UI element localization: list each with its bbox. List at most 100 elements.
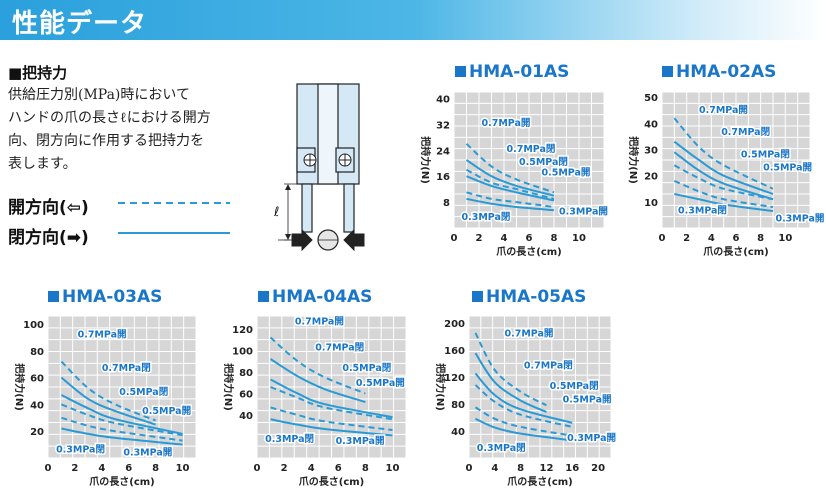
title-square <box>48 291 59 302</box>
y-tick-label: 80 <box>451 400 465 411</box>
x-tick-label: 8 <box>757 233 764 244</box>
series-label: 0.5MPa開 <box>563 394 612 406</box>
series-label: 0.5MPa閉 <box>550 380 599 392</box>
x-tick-label: 2 <box>71 463 78 474</box>
series-line <box>270 418 393 437</box>
x-tick-label: 2 <box>281 463 288 474</box>
series-label: 0.5MPa閉 <box>741 148 790 160</box>
x-axis-label: 爪の長さ(cm) <box>703 246 769 258</box>
chart-title-text: HMA-01AS <box>469 62 570 82</box>
series-label: 0.3MPa開 <box>559 205 608 217</box>
series-label: 0.3MPa開 <box>336 435 385 447</box>
legend-open-label: 開方向(⇦) <box>8 198 89 218</box>
y-tick-label: 40 <box>436 94 450 105</box>
y-tick-label: 32 <box>436 120 450 131</box>
y-tick-label: 100 <box>232 346 253 357</box>
length-label: ℓ <box>273 205 279 220</box>
series-line <box>60 376 156 426</box>
y-tick-label: 60 <box>30 374 44 385</box>
x-tick-label: 20 <box>591 463 605 474</box>
series-line <box>465 159 555 197</box>
series-label: 0.7MPa開 <box>699 104 748 116</box>
series-label: 0.7MPa閉 <box>102 362 151 374</box>
series-line <box>466 197 555 212</box>
y-tick-label: 40 <box>644 119 658 130</box>
title-square <box>258 291 269 302</box>
x-tick-label: 0 <box>466 463 473 474</box>
y-tick-label: 24 <box>436 146 450 157</box>
series-line <box>270 378 393 419</box>
chart-title-hma04: HMA-04AS <box>258 287 372 307</box>
title-square <box>472 291 483 302</box>
x-tick-label: 10 <box>176 463 190 474</box>
legend-close-label: 閉方向(➡) <box>8 228 89 248</box>
series-label: 0.5MPa閉 <box>119 386 168 398</box>
y-tick-label: 40 <box>451 427 465 438</box>
chart-hma02: 0 2 4 6 8 10 10 20 30 40 50 爪の長さ(cm) 把持力(N) 0.7MPa開 0.… <box>627 91 824 258</box>
x-tick-label: 4 <box>491 463 498 474</box>
series-line <box>673 151 774 201</box>
series-label: 0.3MPa閉 <box>462 211 511 223</box>
series-line <box>466 175 555 202</box>
y-tick-label: 200 <box>444 319 465 330</box>
title-square <box>662 66 673 77</box>
x-tick-label: 12 <box>539 463 553 474</box>
x-tick-label: 16 <box>565 463 579 474</box>
chart-title-hma03: HMA-03AS <box>48 287 162 307</box>
desc-line: 供給圧力別(MPa)時において <box>8 87 190 103</box>
series-label: 0.7MPa閉 <box>315 341 364 353</box>
series-line <box>474 332 547 407</box>
desc-line: ハンドの爪の長さℓにおける開方 <box>8 110 211 126</box>
series-label: 0.5MPa開 <box>356 377 405 389</box>
x-axis-label: 爪の長さ(cm) <box>507 476 573 488</box>
series-label: 0.3MPa閉 <box>477 442 526 454</box>
y-tick-label: 16 <box>436 172 450 183</box>
chart-hma04: 0 2 4 6 8 10 40 60 80 100 120 爪の長さ(cm) 把持力(N) 0.7MPa開… <box>222 314 407 488</box>
chart-title-text: HMA-05AS <box>486 287 587 307</box>
series-line <box>61 416 183 442</box>
x-axis-label: 爪の長さ(cm) <box>496 246 562 258</box>
legend-close-line <box>118 232 230 234</box>
y-axis-label: 把持力(N) <box>13 363 26 411</box>
series-line <box>673 140 774 195</box>
chart-hma03: 0 2 4 6 8 10 20 40 60 80 100 爪の長さ(cm) 把持力(N) 0.7MPa開 0… <box>13 315 197 488</box>
series-line <box>673 164 774 201</box>
series-line <box>673 117 774 190</box>
series-label: 0.5MPa開 <box>763 161 812 173</box>
series-line <box>475 417 573 442</box>
series-line <box>474 372 573 424</box>
y-axis-label: 把持力(N) <box>434 363 447 411</box>
series-label: 0.5MPa開 <box>142 405 191 417</box>
series-label: 0.7MPa閉 <box>721 126 770 138</box>
series-line <box>474 352 547 413</box>
x-tick-label: 10 <box>778 233 792 244</box>
x-tick-label: 4 <box>98 463 105 474</box>
series-line <box>60 360 157 422</box>
chart-title-text: HMA-04AS <box>272 287 373 307</box>
series-line <box>465 143 555 194</box>
series-label: 0.3MPa閉 <box>56 444 105 456</box>
y-tick-label: 60 <box>239 389 253 400</box>
series-line <box>673 180 774 209</box>
y-tick-label: 40 <box>239 411 253 422</box>
series-label: 0.7MPa閉 <box>524 360 573 372</box>
x-tick-label: 8 <box>517 463 524 474</box>
x-tick-label: 4 <box>308 463 315 474</box>
x-tick-label: 0 <box>254 463 261 474</box>
series-line <box>466 191 555 208</box>
series-line <box>466 168 555 200</box>
y-tick-label: 80 <box>239 368 253 379</box>
series-line <box>270 358 366 404</box>
y-tick-label: 8 <box>443 198 450 209</box>
desc-line: 表します。 <box>8 156 77 172</box>
y-axis-label: 把持力(N) <box>222 363 235 411</box>
series-label: 0.7MPa閉 <box>507 143 556 155</box>
series-line <box>61 394 183 435</box>
series-line <box>474 384 573 428</box>
series-label: 0.5MPa閉 <box>519 156 568 168</box>
x-tick-label: 2 <box>476 233 483 244</box>
series-line <box>269 336 366 395</box>
y-tick-label: 20 <box>644 172 658 183</box>
chart-hma05: 0 4 8 12 16 20 40 80 120 160 200 爪の長さ(cm) 把持力(N) 0.7M… <box>434 315 618 488</box>
series-label: 0.3MPa閉 <box>678 205 727 217</box>
